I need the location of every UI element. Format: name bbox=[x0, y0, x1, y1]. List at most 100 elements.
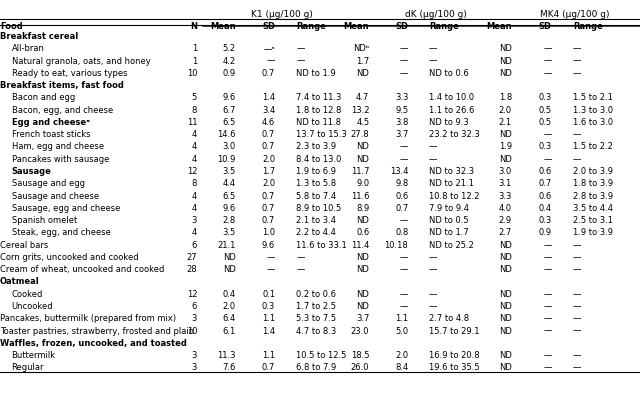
Text: Buttermilk: Buttermilk bbox=[12, 351, 56, 360]
Text: —: — bbox=[400, 69, 408, 78]
Text: 4: 4 bbox=[192, 191, 197, 201]
Text: 7.6: 7.6 bbox=[222, 363, 236, 372]
Text: 6.5: 6.5 bbox=[222, 118, 236, 127]
Text: —: — bbox=[296, 57, 305, 66]
Text: ND: ND bbox=[356, 290, 369, 299]
Text: Mean: Mean bbox=[486, 22, 512, 31]
Text: 0.4: 0.4 bbox=[538, 204, 552, 213]
Text: Range: Range bbox=[296, 22, 326, 31]
Text: SD: SD bbox=[539, 22, 552, 31]
Text: —: — bbox=[573, 240, 581, 250]
Text: 3.0: 3.0 bbox=[222, 142, 236, 151]
Text: 3.1: 3.1 bbox=[499, 179, 512, 188]
Text: 0.6: 0.6 bbox=[356, 228, 369, 238]
Text: 15.7 to 29.1: 15.7 to 29.1 bbox=[429, 327, 479, 336]
Text: 5.0: 5.0 bbox=[395, 327, 408, 336]
Text: —: — bbox=[429, 44, 437, 53]
Text: 23.2 to 32.3: 23.2 to 32.3 bbox=[429, 130, 479, 139]
Text: —: — bbox=[573, 253, 581, 262]
Text: All-bran: All-bran bbox=[12, 44, 44, 53]
Text: Range: Range bbox=[429, 22, 459, 31]
Text: French toast sticks: French toast sticks bbox=[12, 130, 90, 139]
Text: N: N bbox=[190, 22, 197, 31]
Text: 11.3: 11.3 bbox=[217, 351, 236, 360]
Text: ND: ND bbox=[223, 253, 236, 262]
Text: Cereal bars: Cereal bars bbox=[0, 240, 48, 250]
Text: ND to 1.7: ND to 1.7 bbox=[429, 228, 468, 238]
Text: 3: 3 bbox=[192, 216, 197, 225]
Text: —: — bbox=[573, 44, 581, 53]
Text: 0.8: 0.8 bbox=[395, 228, 408, 238]
Text: 3: 3 bbox=[192, 363, 197, 372]
Text: 1.6 to 3.0: 1.6 to 3.0 bbox=[573, 118, 613, 127]
Text: —: — bbox=[429, 155, 437, 164]
Text: —: — bbox=[573, 57, 581, 66]
Text: —: — bbox=[543, 351, 552, 360]
Text: 1.4: 1.4 bbox=[262, 93, 275, 102]
Text: —: — bbox=[429, 265, 437, 274]
Text: 1.9 to 6.9: 1.9 to 6.9 bbox=[296, 167, 337, 176]
Text: 1.1: 1.1 bbox=[262, 351, 275, 360]
Text: ND: ND bbox=[499, 130, 512, 139]
Text: 28: 28 bbox=[186, 265, 197, 274]
Text: 10.9: 10.9 bbox=[217, 155, 236, 164]
Text: —: — bbox=[400, 253, 408, 262]
Text: 0.5: 0.5 bbox=[538, 118, 552, 127]
Text: ND to 21.1: ND to 21.1 bbox=[429, 179, 474, 188]
Text: 2.9: 2.9 bbox=[499, 216, 512, 225]
Text: 0.2 to 0.6: 0.2 to 0.6 bbox=[296, 290, 337, 299]
Text: 1.8 to 12.8: 1.8 to 12.8 bbox=[296, 106, 342, 115]
Text: 0.1: 0.1 bbox=[262, 290, 275, 299]
Text: 1.1: 1.1 bbox=[395, 314, 408, 323]
Text: —: — bbox=[543, 155, 552, 164]
Text: 0.6: 0.6 bbox=[538, 191, 552, 201]
Text: Mean: Mean bbox=[210, 22, 236, 31]
Text: 0.7: 0.7 bbox=[262, 142, 275, 151]
Text: 23.0: 23.0 bbox=[351, 327, 369, 336]
Text: 5.8 to 7.4: 5.8 to 7.4 bbox=[296, 191, 337, 201]
Text: Food: Food bbox=[0, 22, 23, 31]
Text: 2.7 to 4.8: 2.7 to 4.8 bbox=[429, 314, 469, 323]
Text: Cooked: Cooked bbox=[12, 290, 43, 299]
Text: —: — bbox=[573, 302, 581, 311]
Text: Egg and cheeseᵃ: Egg and cheeseᵃ bbox=[12, 118, 90, 127]
Text: 0.6: 0.6 bbox=[538, 167, 552, 176]
Text: ND: ND bbox=[499, 44, 512, 53]
Text: —: — bbox=[400, 142, 408, 151]
Text: 3.5 to 4.4: 3.5 to 4.4 bbox=[573, 204, 613, 213]
Text: ND: ND bbox=[356, 155, 369, 164]
Text: 8: 8 bbox=[192, 179, 197, 188]
Text: —: — bbox=[400, 290, 408, 299]
Text: 2.5 to 3.1: 2.5 to 3.1 bbox=[573, 216, 613, 225]
Text: 11.4: 11.4 bbox=[351, 240, 369, 250]
Text: —: — bbox=[543, 314, 552, 323]
Text: 0.7: 0.7 bbox=[262, 69, 275, 78]
Text: 0.7: 0.7 bbox=[262, 363, 275, 372]
Text: —: — bbox=[543, 327, 552, 336]
Text: ND: ND bbox=[499, 302, 512, 311]
Text: Cream of wheat, uncooked and cooked: Cream of wheat, uncooked and cooked bbox=[0, 265, 164, 274]
Text: ND: ND bbox=[223, 265, 236, 274]
Text: —: — bbox=[267, 57, 275, 66]
Text: 3.8: 3.8 bbox=[395, 118, 408, 127]
Text: 2.0: 2.0 bbox=[262, 155, 275, 164]
Text: 2.0: 2.0 bbox=[499, 106, 512, 115]
Text: Range: Range bbox=[573, 22, 603, 31]
Text: 2.1 to 3.4: 2.1 to 3.4 bbox=[296, 216, 337, 225]
Text: —: — bbox=[543, 44, 552, 53]
Text: 10: 10 bbox=[187, 69, 197, 78]
Text: 6.8 to 7.9: 6.8 to 7.9 bbox=[296, 363, 337, 372]
Text: 4: 4 bbox=[192, 155, 197, 164]
Text: Bacon, egg, and cheese: Bacon, egg, and cheese bbox=[12, 106, 113, 115]
Text: 9.6: 9.6 bbox=[262, 240, 275, 250]
Text: 2.0: 2.0 bbox=[395, 351, 408, 360]
Text: 13.4: 13.4 bbox=[390, 167, 408, 176]
Text: ND to 9.3: ND to 9.3 bbox=[429, 118, 468, 127]
Text: 1.4 to 10.0: 1.4 to 10.0 bbox=[429, 93, 474, 102]
Text: 3.7: 3.7 bbox=[356, 314, 369, 323]
Text: 11: 11 bbox=[187, 118, 197, 127]
Text: 1.9: 1.9 bbox=[499, 142, 512, 151]
Text: 1.3 to 5.8: 1.3 to 5.8 bbox=[296, 179, 337, 188]
Text: 9.0: 9.0 bbox=[356, 179, 369, 188]
Text: 4.6: 4.6 bbox=[262, 118, 275, 127]
